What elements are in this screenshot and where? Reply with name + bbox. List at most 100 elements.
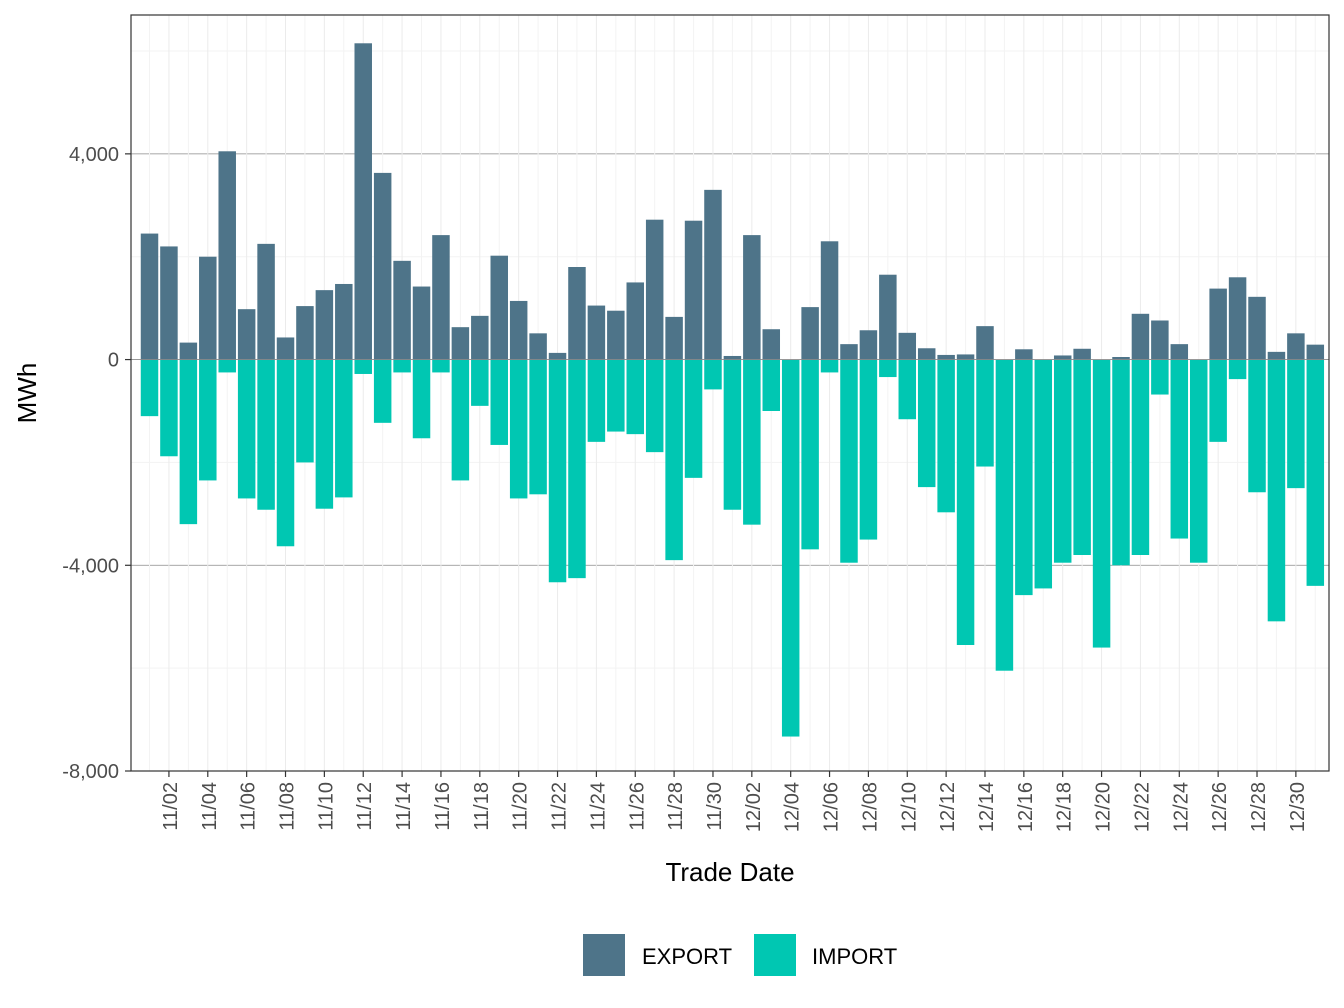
bar-export-12-09: [879, 274, 897, 360]
bar-import-12-16: [1015, 359, 1033, 596]
bar-export-11-25: [607, 310, 625, 360]
bar-export-11-28: [665, 316, 683, 360]
bar-import-11-18: [471, 359, 489, 406]
bar-import-11-10: [315, 359, 334, 509]
y-tick-label: -8,000: [62, 761, 119, 783]
bar-export-12-03: [762, 329, 781, 360]
bar-export-11-07: [257, 243, 275, 360]
bar-import-11-08: [276, 359, 295, 547]
bar-export-11-02: [160, 246, 178, 360]
bar-export-11-22: [548, 352, 567, 360]
bar-import-11-21: [529, 359, 547, 495]
x-tick-label: 11/10: [315, 782, 337, 831]
bar-import-12-11: [917, 359, 936, 488]
x-tick-label: 11/30: [704, 782, 726, 831]
bar-export-11-18: [471, 315, 489, 360]
bar-export-12-24: [1170, 344, 1189, 360]
bar-import-11-30: [704, 359, 722, 390]
bar-import-12-13: [956, 359, 975, 645]
x-tick-label: 11/20: [510, 782, 532, 831]
bar-import-11-28: [665, 359, 683, 561]
bar-export-12-13: [956, 354, 975, 360]
bar-import-11-20: [509, 359, 528, 499]
bar-export-12-16: [1015, 349, 1033, 360]
bar-export-11-19: [490, 255, 508, 360]
bar-import-11-11: [335, 359, 353, 498]
bar-import-12-27: [1228, 359, 1247, 380]
bar-export-12-08: [859, 330, 878, 360]
bar-import-12-25: [1189, 359, 1208, 563]
bar-export-12-27: [1228, 277, 1247, 360]
bar-export-11-06: [237, 309, 256, 360]
x-axis-title: Trade Date: [665, 857, 794, 887]
bar-export-12-23: [1151, 320, 1169, 360]
bar-import-12-30: [1287, 359, 1305, 489]
bar-export-12-12: [937, 354, 955, 360]
y-axis-title: MWh: [12, 363, 42, 424]
bar-export-12-21: [1112, 357, 1130, 360]
bar-import-11-13: [373, 359, 392, 423]
bar-import-12-14: [976, 359, 994, 467]
x-tick-label: 11/26: [626, 782, 648, 831]
bar-import-12-19: [1073, 359, 1091, 555]
bar-import-12-02: [743, 359, 761, 525]
bar-import-11-12: [354, 359, 372, 374]
x-tick-label: 12/12: [937, 782, 959, 832]
bar-export-11-29: [684, 220, 703, 360]
bar-import-12-21: [1112, 359, 1130, 566]
bar-import-12-08: [859, 359, 878, 540]
bar-import-12-07: [840, 359, 858, 563]
bar-import-11-16: [432, 359, 450, 373]
bar-export-12-22: [1131, 313, 1150, 360]
x-tick-label: 12/30: [1287, 782, 1309, 832]
bar-import-11-04: [199, 359, 217, 481]
bar-export-11-30: [704, 189, 722, 360]
bar-import-12-17: [1034, 359, 1053, 589]
bar-export-12-30: [1287, 333, 1305, 360]
bar-import-11-27: [645, 359, 664, 453]
legend-label-export: EXPORT: [642, 944, 732, 969]
bar-export-11-05: [218, 151, 236, 360]
x-tick-label: 12/10: [898, 782, 920, 832]
bar-import-11-03: [179, 359, 198, 525]
bar-export-12-18: [1053, 355, 1072, 360]
bar-import-11-22: [548, 359, 567, 583]
bar-import-11-19: [490, 359, 508, 445]
x-tick-label: 11/16: [432, 782, 454, 831]
bar-export-11-15: [412, 286, 431, 360]
bar-import-12-31: [1306, 359, 1325, 586]
bar-import-11-07: [257, 359, 275, 510]
x-tick-label: 12/20: [1093, 782, 1115, 832]
bar-import-11-01: [140, 359, 159, 417]
bar-export-12-31: [1306, 344, 1325, 360]
bar-import-12-01: [723, 359, 742, 510]
bar-export-11-12: [354, 43, 372, 360]
bar-import-11-06: [237, 359, 256, 499]
bar-export-12-01: [723, 355, 742, 360]
bar-export-12-11: [917, 348, 936, 360]
legend-label-import: IMPORT: [812, 944, 897, 969]
x-tick-label: 12/16: [1015, 782, 1037, 832]
bar-import-11-02: [160, 359, 178, 457]
bar-export-11-03: [179, 342, 198, 360]
x-tick-label: 11/24: [587, 782, 609, 831]
x-tick-label: 11/04: [199, 782, 221, 831]
y-tick-label: 0: [108, 350, 119, 372]
x-tick-label: 12/28: [1248, 782, 1270, 832]
bar-import-12-04: [781, 359, 800, 737]
bar-import-12-26: [1209, 359, 1227, 442]
bars: [140, 43, 1325, 737]
x-tick-label: 12/04: [782, 782, 804, 832]
x-tick-label: 11/22: [549, 782, 571, 831]
x-axis: 11/02 11/04 11/06 11/08 11/10 11/12 11/14 11/16…: [160, 771, 1309, 832]
bar-import-12-06: [820, 359, 839, 373]
bar-export-11-08: [276, 337, 295, 360]
x-tick-label: 11/12: [354, 782, 376, 831]
bar-export-11-14: [393, 260, 411, 360]
bar-export-11-13: [373, 172, 392, 360]
bar-export-12-10: [898, 332, 917, 360]
bar-import-12-24: [1170, 359, 1189, 539]
x-tick-label: 11/02: [160, 782, 182, 831]
bar-export-11-27: [645, 219, 664, 360]
